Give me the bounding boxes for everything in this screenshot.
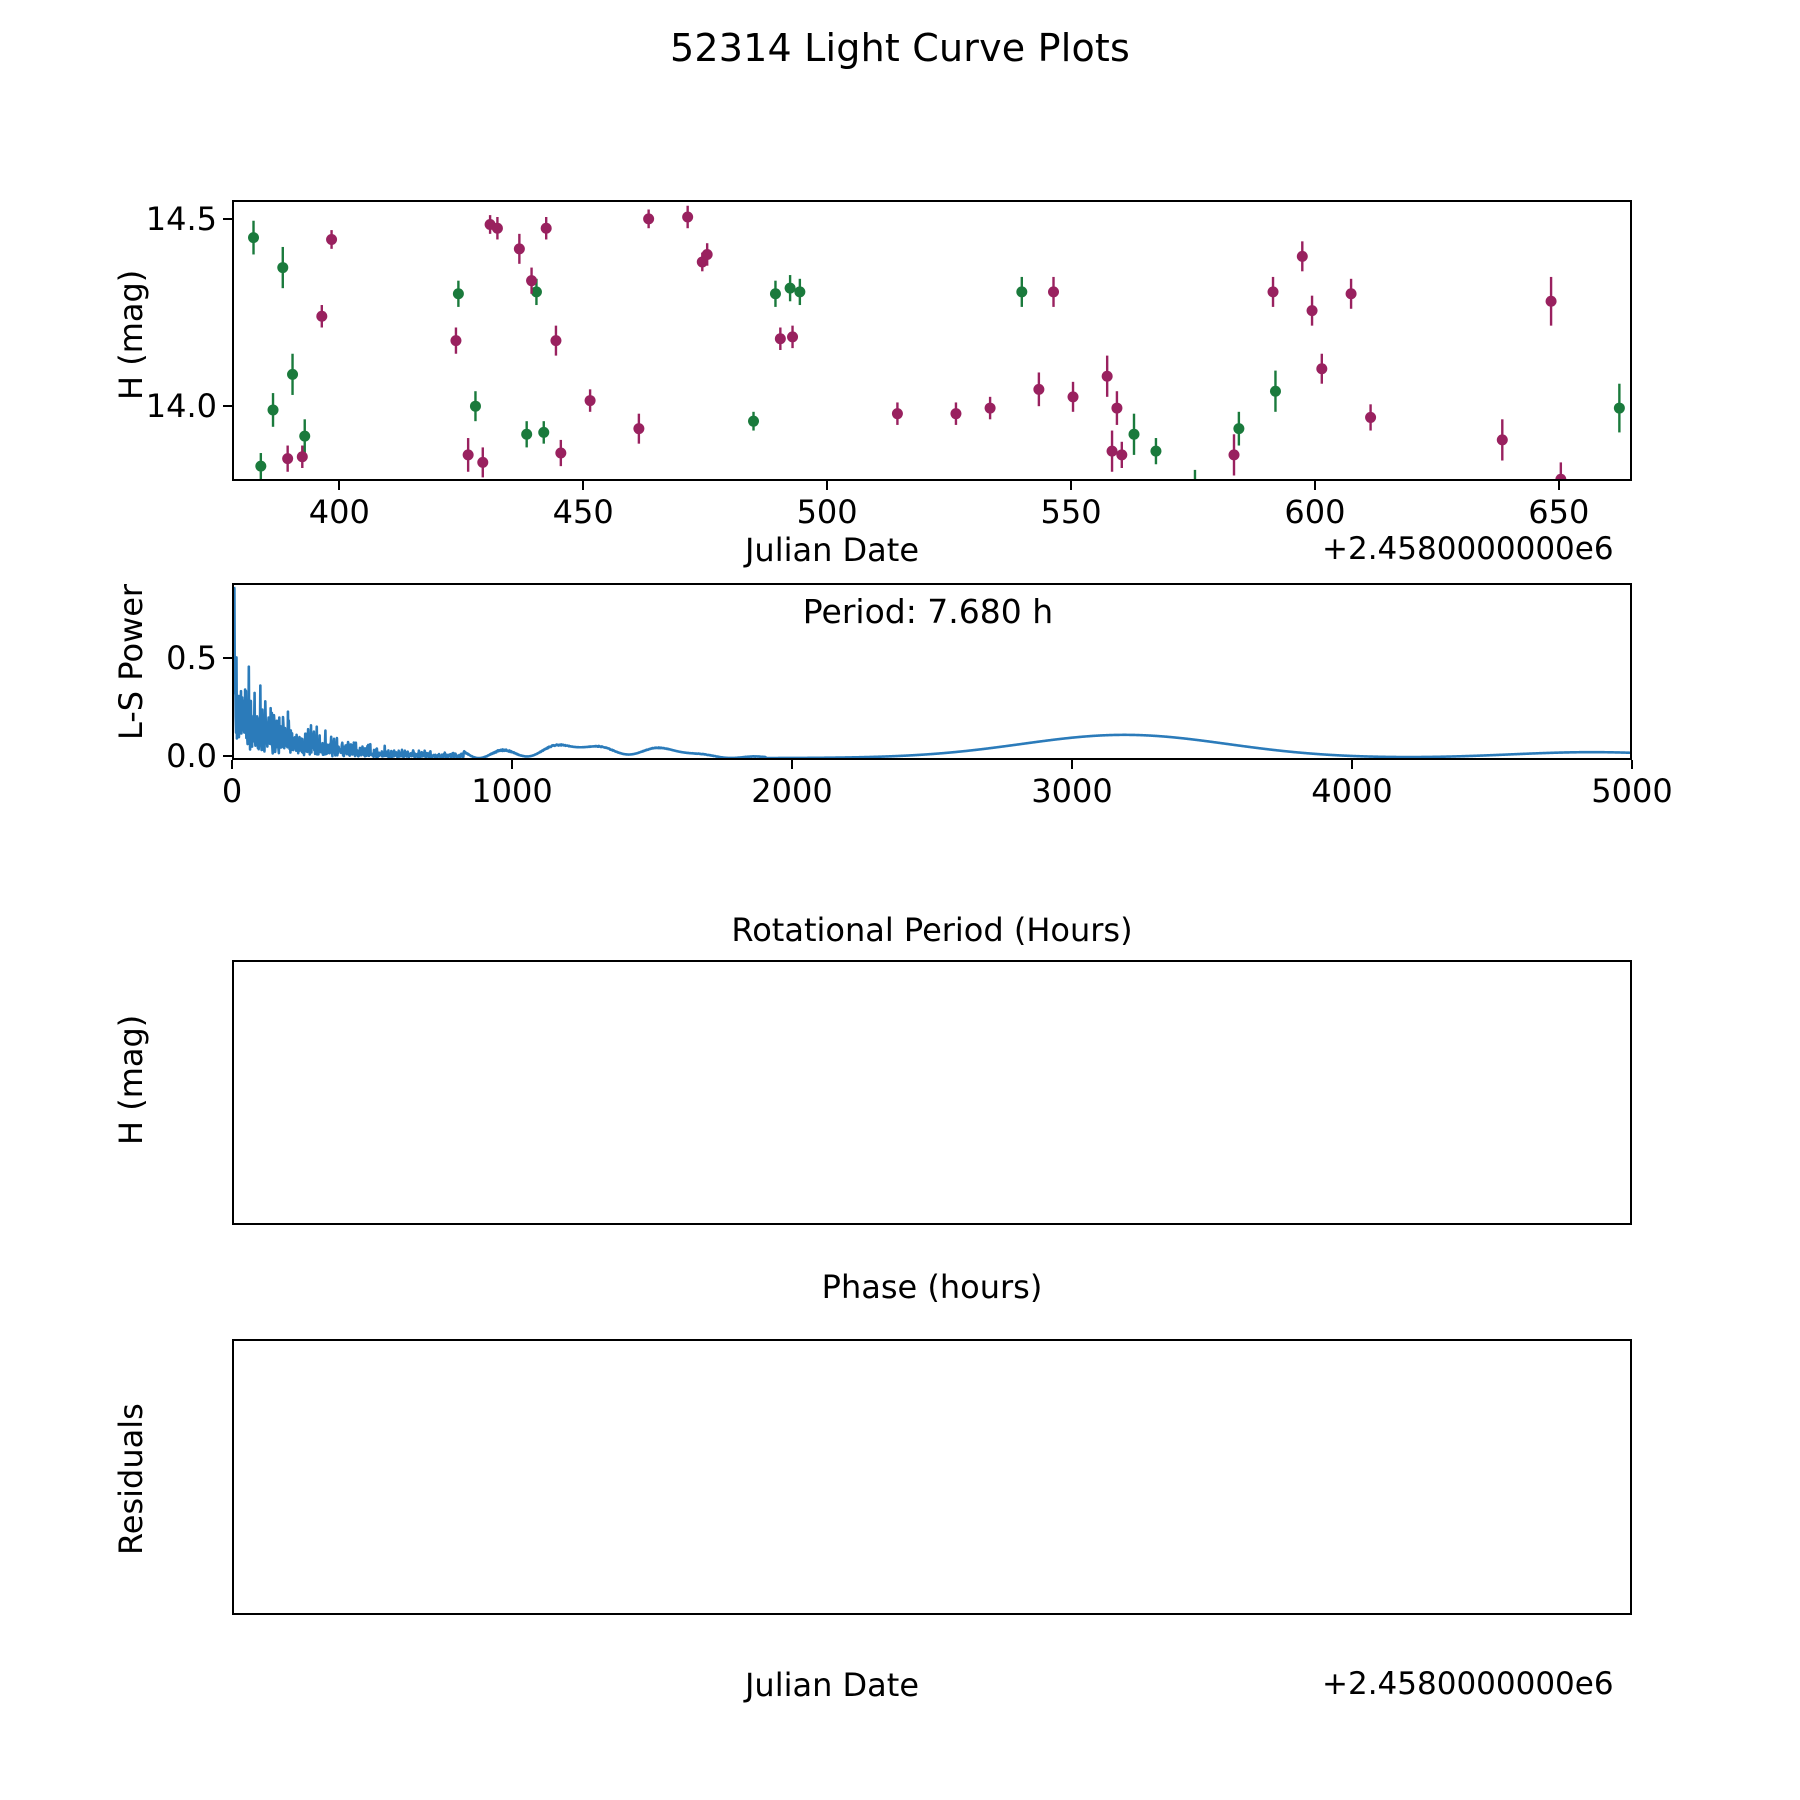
x-axis-offset-residuals: +2.4580000000e6: [1322, 1666, 1614, 1702]
x-axis-label-light-curve: Julian Date: [744, 531, 920, 569]
x-tick-label: 2000: [751, 772, 833, 810]
x-tick-mark: [826, 481, 829, 490]
x-tick-label: 450: [552, 493, 614, 531]
x-tick-label: 500: [796, 493, 858, 531]
x-axis-offset-light-curve: +2.4580000000e6: [1322, 531, 1614, 567]
y-tick-mark: [223, 405, 232, 408]
x-tick-mark: [231, 760, 233, 769]
x-axis-label-residuals: Julian Date: [744, 1666, 920, 1704]
x-tick-label: 3000: [1031, 772, 1113, 810]
x-tick-label: 550: [1040, 493, 1102, 531]
x-tick-mark: [1313, 481, 1316, 490]
x-tick-mark: [511, 760, 513, 769]
y-tick-mark: [223, 755, 232, 758]
x-tick-mark: [1070, 481, 1073, 490]
axes-frame-light-curve: [232, 200, 1632, 481]
x-tick-mark: [1351, 760, 1353, 769]
x-tick-mark: [791, 760, 793, 769]
y-tick-label: 0.5: [166, 638, 217, 677]
x-tick-label: 0: [221, 772, 243, 810]
panel-periodogram: [232, 583, 1632, 760]
y-tick-label: 14.0: [145, 387, 217, 426]
x-tick-label: 400: [308, 493, 370, 531]
y-axis-label-phase-folded: H (mag): [112, 1014, 150, 1145]
panel-phase-folded: [232, 960, 1632, 1225]
x-tick-mark: [1631, 760, 1633, 769]
x-tick-mark: [582, 481, 585, 490]
x-axis-label-periodogram: Rotational Period (Hours): [731, 911, 1133, 949]
x-tick-label: 600: [1284, 493, 1346, 531]
y-axis-label-residuals: Residuals: [112, 1403, 150, 1555]
panel-light-curve: [232, 200, 1632, 481]
panel-residuals: [232, 1339, 1632, 1615]
x-axis-label-phase-folded: Phase (hours): [821, 1268, 1043, 1306]
y-tick-label: 14.5: [145, 199, 217, 238]
y-tick-label: 0.0: [166, 737, 217, 776]
y-tick-mark: [223, 217, 232, 220]
y-tick-mark: [223, 656, 232, 659]
page-title: 52314 Light Curve Plots: [669, 26, 1131, 70]
x-tick-label: 1000: [471, 772, 553, 810]
x-tick-label: 650: [1528, 493, 1590, 531]
period-annotation: Period: 7.680 h: [802, 592, 1054, 631]
axes-frame-residuals: [232, 1339, 1632, 1615]
axes-frame-periodogram: [232, 583, 1632, 760]
x-tick-mark: [338, 481, 341, 490]
x-tick-mark: [1557, 481, 1560, 490]
x-tick-label: 5000: [1591, 772, 1673, 810]
axes-frame-phase-folded: [232, 960, 1632, 1225]
x-tick-label: 4000: [1311, 772, 1393, 810]
x-tick-mark: [1071, 760, 1073, 769]
y-axis-label-light-curve: H (mag): [112, 269, 150, 400]
